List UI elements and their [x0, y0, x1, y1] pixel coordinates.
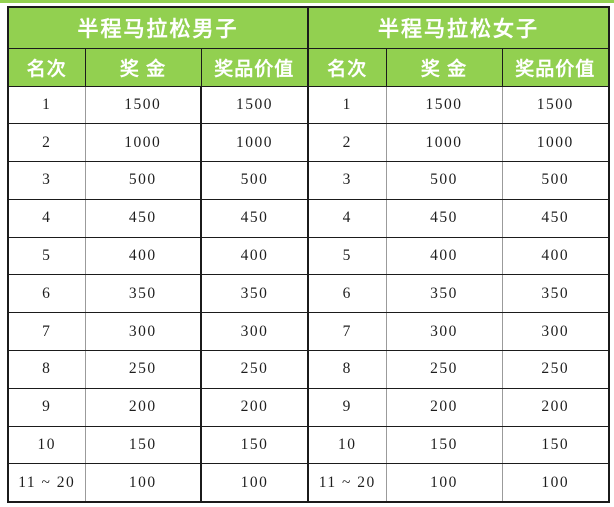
cell-prize-value-women: 350 — [502, 274, 610, 314]
cell-rank-women: 10 — [308, 426, 387, 465]
marathon-prize-table: 半程马拉松男子 半程马拉松女子 名次奖 金奖品价值 名次奖 金奖品价值 1 1500 150… — [7, 6, 611, 503]
cell-prize-value-men: 450 — [201, 199, 310, 238]
cell-rank-women: 8 — [308, 350, 387, 389]
cell-prize-money-men: 1500 — [85, 86, 202, 125]
cell-prize-value-women: 450 — [502, 199, 610, 238]
cell-rank-women: 9 — [308, 388, 387, 427]
cell-rank-men: 4 — [8, 199, 86, 238]
cell-prize-value-women: 250 — [502, 350, 610, 389]
cell-rank-women: 1 — [308, 86, 387, 125]
cell-prize-value-men: 1500 — [201, 86, 310, 125]
cell-rank-women: 2 — [308, 123, 387, 163]
cell-prize-value-men: 200 — [201, 388, 310, 427]
table-row: 3 500 500 3 500 500 — [8, 161, 610, 200]
cell-rank-women: 5 — [308, 237, 387, 276]
cell-prize-value-men: 350 — [201, 274, 310, 314]
cell-prize-money-women: 100 — [386, 463, 503, 503]
top-green-strip — [0, 0, 614, 3]
cell-prize-money-men: 150 — [85, 426, 202, 465]
cell-rank-men: 7 — [8, 312, 86, 352]
cell-prize-money-women: 1000 — [386, 123, 503, 163]
table-title-women: 半程马拉松女子 — [308, 7, 610, 49]
cell-prize-money-men: 200 — [85, 388, 202, 427]
cell-prize-money-men: 300 — [85, 312, 202, 352]
cell-prize-value-women: 1000 — [502, 123, 610, 163]
column-header-rank-men: 名次 — [8, 48, 86, 87]
cell-prize-value-men: 500 — [201, 161, 310, 200]
cell-prize-money-men: 100 — [85, 463, 202, 503]
cell-prize-money-women: 500 — [386, 161, 503, 200]
title-row: 半程马拉松男子 半程马拉松女子 — [8, 7, 610, 49]
cell-prize-value-men: 250 — [201, 350, 310, 389]
cell-prize-value-women: 150 — [502, 426, 610, 465]
cell-prize-money-men: 1000 — [85, 123, 202, 163]
cell-prize-money-women: 400 — [386, 237, 503, 276]
cell-prize-value-men: 150 — [201, 426, 310, 465]
cell-rank-women: 6 — [308, 274, 387, 314]
cell-rank-men: 2 — [8, 123, 86, 163]
table-row: 8 250 250 8 250 250 — [8, 350, 610, 389]
cell-prize-money-men: 400 — [85, 237, 202, 276]
cell-prize-value-women: 500 — [502, 161, 610, 200]
table-row: 5 400 400 5 400 400 — [8, 237, 610, 276]
cell-rank-men: 9 — [8, 388, 86, 427]
table-title-men: 半程马拉松男子 — [8, 7, 310, 49]
prize-table-body: 半程马拉松男子 半程马拉松女子 名次奖 金奖品价值 名次奖 金奖品价值 1 1500 150… — [8, 7, 610, 503]
table-row: 7 300 300 7 300 300 — [8, 312, 610, 352]
cell-prize-value-men: 100 — [201, 463, 310, 503]
column-header-prize-value-men: 奖品价值 — [201, 48, 310, 87]
cell-rank-women: 3 — [308, 161, 387, 200]
cell-rank-women: 11 ~ 20 — [308, 463, 387, 503]
cell-prize-money-women: 450 — [386, 199, 503, 238]
cell-prize-money-women: 350 — [386, 274, 503, 314]
table-row: 6 350 350 6 350 350 — [8, 274, 610, 314]
cell-rank-men: 11 ~ 20 — [8, 463, 86, 503]
cell-rank-men: 5 — [8, 237, 86, 276]
cell-prize-value-women: 100 — [502, 463, 610, 503]
table-row: 4 450 450 4 450 450 — [8, 199, 610, 238]
cell-prize-value-men: 300 — [201, 312, 310, 352]
cell-prize-money-women: 200 — [386, 388, 503, 427]
column-header-row: 名次奖 金奖品价值 名次奖 金奖品价值 — [8, 48, 610, 87]
cell-prize-money-women: 150 — [386, 426, 503, 465]
table-row: 2 1000 1000 2 1000 1000 — [8, 123, 610, 163]
cell-rank-men: 1 — [8, 86, 86, 125]
cell-rank-men: 10 — [8, 426, 86, 465]
cell-prize-money-men: 450 — [85, 199, 202, 238]
cell-prize-money-women: 250 — [386, 350, 503, 389]
cell-rank-women: 4 — [308, 199, 387, 238]
table-row: 10 150 150 10 150 150 — [8, 426, 610, 465]
column-header-prize-money-men: 奖 金 — [85, 48, 202, 87]
cell-prize-money-men: 350 — [85, 274, 202, 314]
cell-prize-money-men: 500 — [85, 161, 202, 200]
cell-prize-money-women: 300 — [386, 312, 503, 352]
cell-prize-money-men: 250 — [85, 350, 202, 389]
cell-prize-value-women: 300 — [502, 312, 610, 352]
cell-prize-money-women: 1500 — [386, 86, 503, 125]
column-header-rank-women: 名次 — [308, 48, 387, 87]
table-row: 9 200 200 9 200 200 — [8, 388, 610, 427]
table-row: 1 1500 1500 1 1500 1500 — [8, 86, 610, 125]
cell-rank-men: 3 — [8, 161, 86, 200]
cell-rank-men: 8 — [8, 350, 86, 389]
table-row: 11 ~ 20 100 100 11 ~ 20 100 100 — [8, 463, 610, 503]
cell-rank-men: 6 — [8, 274, 86, 314]
cell-prize-value-women: 400 — [502, 237, 610, 276]
cell-rank-women: 7 — [308, 312, 387, 352]
column-header-prize-money-women: 奖 金 — [386, 48, 503, 87]
cell-prize-value-men: 400 — [201, 237, 310, 276]
cell-prize-value-men: 1000 — [201, 123, 310, 163]
cell-prize-value-women: 200 — [502, 388, 610, 427]
column-header-prize-value-women: 奖品价值 — [502, 48, 610, 87]
cell-prize-value-women: 1500 — [502, 86, 610, 125]
